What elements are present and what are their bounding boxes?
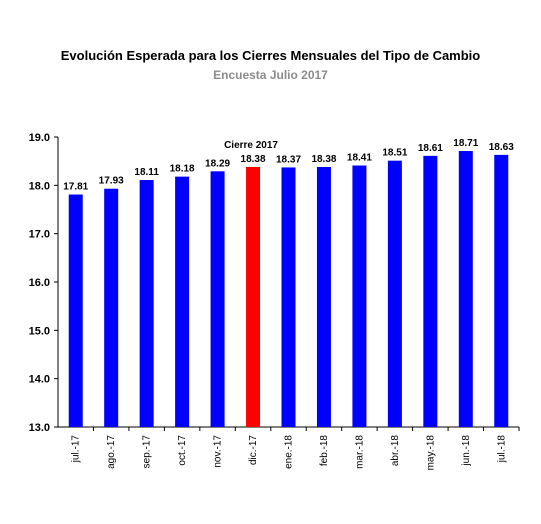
bar <box>104 188 119 427</box>
x-tick-label: oct.-17 <box>177 435 188 466</box>
x-tick-label: jun.-18 <box>461 435 472 467</box>
data-label: 18.38 <box>241 154 266 165</box>
data-label: 18.29 <box>205 158 230 169</box>
y-tick-label: 19.0 <box>29 132 50 144</box>
y-tick-label: 15.0 <box>29 325 50 337</box>
bar <box>210 171 225 427</box>
x-tick-label: ago.-17 <box>106 435 117 469</box>
bar <box>139 180 154 427</box>
y-tick-label: 18.0 <box>29 180 50 192</box>
x-tick-label: abr.-18 <box>390 435 401 467</box>
y-tick-label: 14.0 <box>29 374 50 386</box>
chart-subtitle: Encuesta Julio 2017 <box>213 68 328 82</box>
bar <box>316 166 331 427</box>
x-tick-label: feb.-18 <box>319 435 330 467</box>
plot-area: 13.0 14.0 15.0 16.0 17.0 18.0 19.0 17.81 jul.-17… <box>29 132 520 471</box>
data-label: 17.93 <box>99 176 124 187</box>
data-label: 18.41 <box>347 153 372 164</box>
data-label: 18.18 <box>170 164 195 175</box>
y-tick-label: 16.0 <box>29 277 50 289</box>
bar <box>352 165 367 427</box>
data-label: 18.38 <box>311 154 336 165</box>
bar <box>281 167 296 427</box>
bar <box>423 155 438 427</box>
x-tick-label: mar.-18 <box>354 435 365 469</box>
bar <box>494 154 509 427</box>
x-tick-label: may.-18 <box>425 435 436 471</box>
data-label: 18.71 <box>453 138 478 149</box>
data-label: 17.81 <box>63 182 88 193</box>
data-label: 18.51 <box>382 148 407 159</box>
bar <box>68 194 83 427</box>
bar <box>387 160 402 427</box>
x-tick-label: dic.-17 <box>248 435 259 465</box>
data-label: 18.37 <box>276 154 301 165</box>
data-label: 18.63 <box>489 142 514 153</box>
chart-title: Evolución Esperada para los Cierres Mens… <box>60 48 481 63</box>
y-tick-label: 17.0 <box>29 229 50 241</box>
x-tick-label: jul.-17 <box>71 435 82 464</box>
bar <box>458 151 473 427</box>
x-tick-label: jul.-18 <box>496 435 507 464</box>
x-tick-label: nov.-17 <box>213 435 224 468</box>
x-tick-label: ene.-18 <box>284 435 295 469</box>
data-label: 18.11 <box>134 167 159 178</box>
data-label: 18.61 <box>418 143 443 154</box>
bar <box>246 166 261 427</box>
bar <box>175 176 190 427</box>
annotation-label: Cierre 2017 <box>224 140 278 151</box>
y-tick-label: 13.0 <box>29 422 50 434</box>
x-tick-label: sep.-17 <box>142 435 153 469</box>
